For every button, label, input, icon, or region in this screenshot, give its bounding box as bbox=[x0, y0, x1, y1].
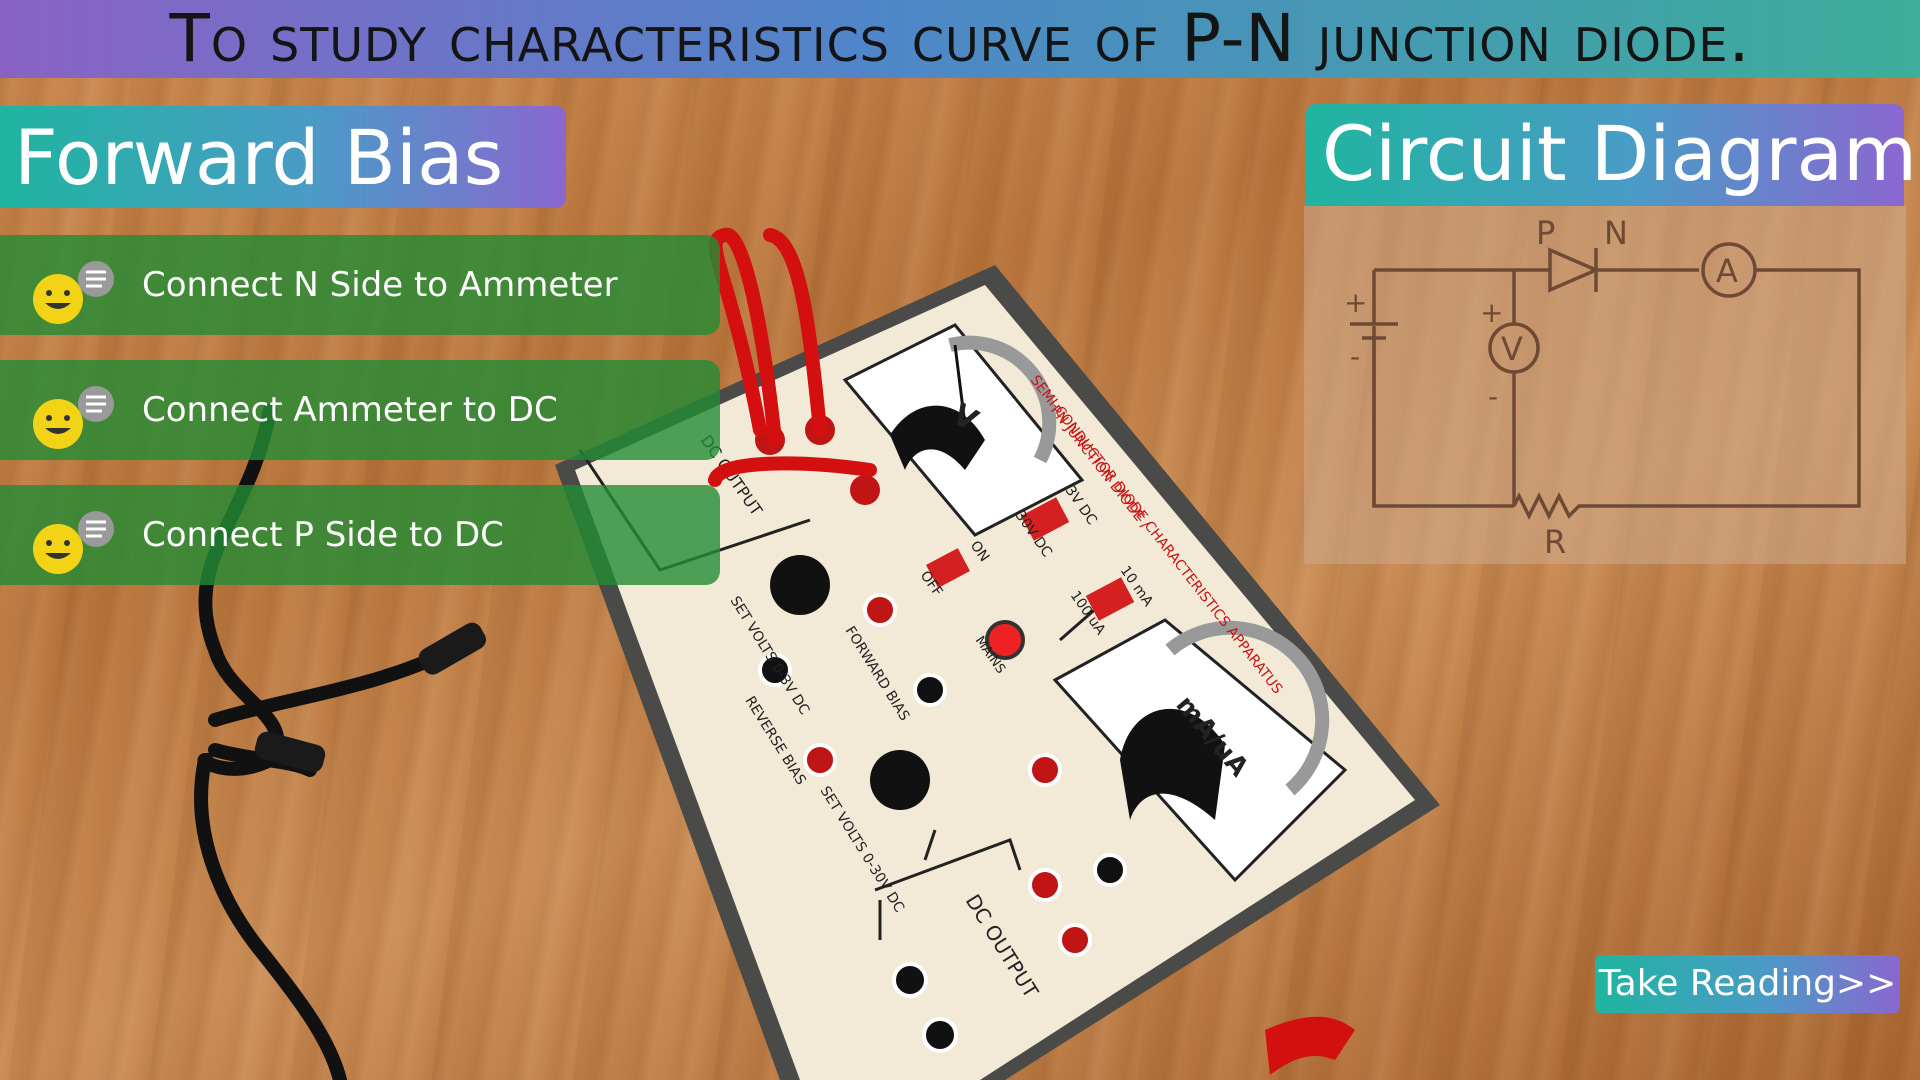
circuit-diagram-panel: P N A V R + - + - bbox=[1304, 206, 1906, 564]
knob-set-volts-low[interactable] bbox=[770, 555, 830, 615]
circuit-label-b-minus: - bbox=[1350, 340, 1360, 373]
circuit-label-ammeter: A bbox=[1716, 252, 1738, 290]
smiley-chat-icon bbox=[33, 511, 114, 574]
circuit-header: Circuit Diagram bbox=[1306, 104, 1917, 206]
knob-set-volts-high[interactable] bbox=[870, 750, 930, 810]
range-switch-voltmeter[interactable] bbox=[1020, 497, 1070, 541]
step-label: Connect Ammeter to DC bbox=[142, 390, 558, 430]
circuit-label-p: P bbox=[1536, 214, 1555, 252]
range-switch-ammeter[interactable] bbox=[1085, 577, 1135, 621]
step-label: Connect P Side to DC bbox=[142, 515, 504, 555]
circuit-label-resistor: R bbox=[1544, 523, 1566, 561]
smiley-chat-icon bbox=[33, 261, 114, 324]
mains-lamp bbox=[985, 620, 1025, 660]
step-label: Connect N Side to Ammeter bbox=[142, 265, 618, 305]
diode-symbol bbox=[1548, 247, 1601, 293]
probe-tip-1[interactable] bbox=[415, 619, 490, 678]
circuit-label-voltmeter: V bbox=[1501, 330, 1523, 368]
smiley-chat-icon bbox=[33, 386, 114, 449]
page-title: To study characteristics curve of P-N ju… bbox=[169, 0, 1751, 77]
circuit-label-v-plus: + bbox=[1480, 296, 1503, 329]
power-switch[interactable] bbox=[926, 548, 970, 588]
circuit-label-n: N bbox=[1604, 214, 1628, 252]
mode-header: Forward Bias bbox=[0, 106, 566, 208]
step-item-1[interactable]: Connect N Side to Ammeter bbox=[0, 235, 720, 335]
circuit-title: Circuit Diagram bbox=[1322, 109, 1918, 198]
take-reading-button[interactable]: Take Reading>> bbox=[1595, 955, 1900, 1013]
red-wire[interactable] bbox=[708, 227, 877, 487]
red-probe[interactable] bbox=[1265, 1016, 1355, 1075]
title-bar: To study characteristics curve of P-N ju… bbox=[0, 0, 1920, 78]
step-item-2[interactable]: Connect Ammeter to DC bbox=[0, 360, 720, 460]
circuit-diagram: P N A V R + - + - bbox=[1344, 214, 1861, 561]
mode-title: Forward Bias bbox=[14, 113, 504, 202]
circuit-label-v-minus: - bbox=[1488, 380, 1498, 413]
circuit-label-b-plus: + bbox=[1344, 286, 1367, 319]
step-item-3[interactable]: Connect P Side to DC bbox=[0, 485, 720, 585]
probe-tip-2[interactable] bbox=[253, 729, 328, 774]
